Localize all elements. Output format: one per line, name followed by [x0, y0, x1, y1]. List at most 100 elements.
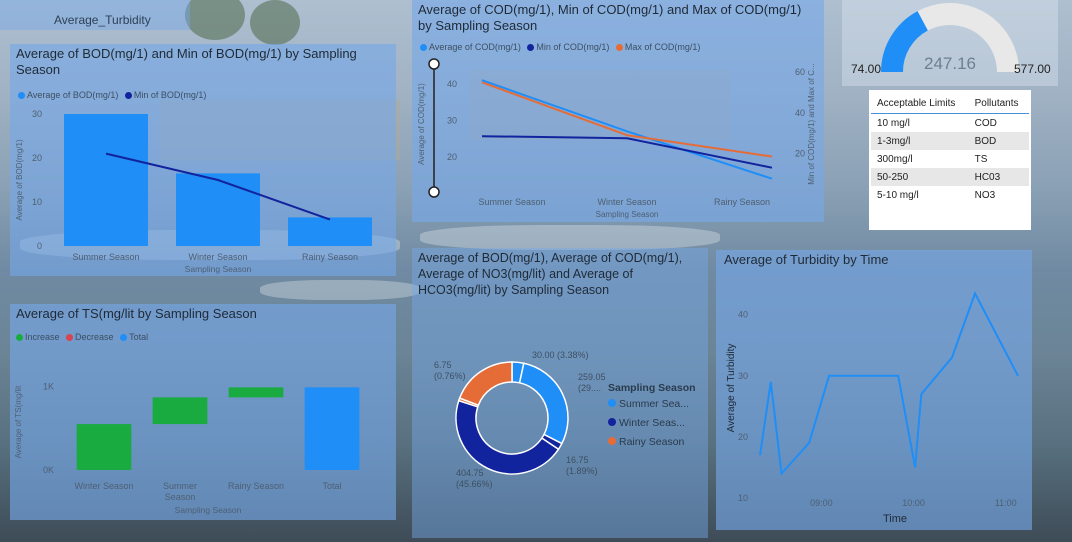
bod-chart-panel: Average of BOD(mg/1) and Min of BOD(mg/1… — [10, 44, 396, 276]
turb-y-axis-label: Average of Turbidity — [726, 344, 737, 433]
turb-y-tick-20: 20 — [738, 432, 748, 442]
limit-value-cell: 5-10 mg/l — [877, 189, 919, 201]
zoom-slider-bottom-handle[interactable] — [428, 186, 440, 198]
ts-x-axis-label: Sampling Season — [175, 505, 242, 515]
donut-legend-winter: Winter Seas... — [608, 417, 696, 429]
donut-legend-rainy-label: Rainy Season — [619, 436, 685, 448]
cod-line-max-of-cod-mg-1 — [481, 81, 773, 158]
limits-header: Acceptable Limits — [871, 94, 969, 114]
bod-legend: Average of BOD(mg/1) Min of BOD(mg/1) — [14, 90, 206, 100]
donut-legend: Sampling Season Summer Sea... Winter Sea… — [608, 382, 696, 448]
cod-y2-axis-label: Min of COD(mg/1) and Max of C... — [807, 63, 816, 184]
ts-x-tick-season: Season — [165, 492, 196, 502]
ts-legend-total: Total — [129, 332, 149, 342]
ts-x-tick-summer: Summer — [163, 481, 197, 491]
bod-chart-title: Average of BOD(mg/1) and Min of BOD(mg/1… — [16, 46, 357, 77]
pollutant-cell: TS — [974, 153, 988, 165]
cod-y2-tick-20: 20 — [795, 148, 805, 158]
donut-slice-1 — [518, 362, 569, 445]
cod-y2-tick-60: 60 — [795, 67, 805, 77]
donut-label-pct-1: (29.... — [578, 383, 601, 393]
cod-y-tick-30: 30 — [447, 115, 457, 125]
gauge-max: 577.00 — [1014, 62, 1051, 76]
cod-x-axis-label: Sampling Season — [596, 210, 659, 219]
donut-label-0: 30.00 (3.38%) — [532, 350, 589, 360]
cod-y-axis-label: Average of COD(mg/1) — [417, 83, 426, 165]
turb-y-tick-30: 30 — [738, 371, 748, 381]
donut-label-pct-3: (45.66%) — [456, 479, 493, 489]
donut-label-2: 16.75 — [566, 455, 589, 465]
cod-chart-title: Average of COD(mg/1), Min of COD(mg/1) a… — [418, 2, 802, 33]
ts-bar-winter-season — [76, 424, 132, 470]
cod-chart-panel: Average of COD(mg/1), Min of COD(mg/1) a… — [412, 0, 824, 222]
pollutants-header: Pollutants — [968, 94, 1029, 114]
bod-y-tick-20: 20 — [32, 153, 42, 163]
bod-x-axis-label: Sampling Season — [185, 264, 252, 274]
cod-legend-min: Min of COD(mg/1) — [536, 42, 610, 52]
ts-legend-decrease: Decrease — [75, 332, 114, 342]
bod-y-tick-30: 30 — [32, 109, 42, 119]
turb-x-axis-label: Time — [883, 513, 907, 525]
limits-row: 50-250 HC03 — [871, 168, 1029, 186]
ts-legend: Increase Decrease Total — [12, 332, 148, 342]
turb-y-tick-10: 10 — [738, 493, 748, 503]
cod-legend: Average of COD(mg/1) Min of COD(mg/1) Ma… — [416, 42, 700, 52]
donut-legend-title: Sampling Season — [608, 382, 696, 394]
limits-row: 5-10 mg/l NO3 — [871, 186, 1029, 204]
donut-legend-winter-label: Winter Seas... — [619, 417, 685, 429]
bod-chart-plot: 0 10 20 30 Summer Season Winter Season Rainy S… — [15, 109, 372, 274]
gauge-panel: 247.16 74.00 577.00 — [842, 0, 1058, 86]
donut-label-4: 6.75 — [434, 360, 452, 370]
donut-label-1: 259.05 — [578, 372, 606, 382]
ts-y-axis-label: Average of TS(mg/lit — [14, 385, 23, 458]
donut-chart-plot: 30.00 (3.38%) 259.05(29.... 16.75(1.89%) 40… — [434, 350, 606, 489]
ts-legend-increase: Increase — [25, 332, 60, 342]
donut-label-3: 404.75 — [456, 468, 484, 478]
turbidity-chart-panel: Average of Turbidity by Time 10 20 30 40 09:… — [716, 250, 1032, 530]
bod-x-tick-summer-season: Summer Season — [72, 252, 139, 262]
cod-chart-plot: 20 30 40 20 40 60 Summer Season Winter Season Ra… — [417, 58, 816, 219]
pollutant-cell: COD — [974, 117, 997, 129]
donut-label-pct-4: (0.76%) — [434, 371, 466, 381]
bod-legend-min: Min of BOD(mg/1) — [133, 90, 207, 100]
ts-chart-panel: Average of TS(mg/lit by Sampling Season … — [10, 304, 396, 520]
cod-y2-tick-40: 40 — [795, 108, 805, 118]
ts-x-tick-total: Total — [322, 481, 341, 491]
cod-x-tick-rainy-season: Rainy Season — [714, 197, 770, 207]
gauge-fill — [881, 11, 929, 73]
ts-bar-summer-season — [152, 397, 208, 425]
turb-x-tick-11-00: 11:00 — [995, 498, 1017, 508]
turb-x-tick-10-00: 10:00 — [902, 498, 925, 508]
donut-label-pct-2: (1.89%) — [566, 466, 598, 476]
acceptable-limits-table: Acceptable Limits Pollutants 10 mg/l COD 1… — [869, 90, 1031, 230]
turbidity-chart-title: Average of Turbidity by Time — [724, 252, 889, 267]
bod-legend-avg: Average of BOD(mg/1) — [27, 90, 119, 100]
bod-bar-rainy-season — [288, 217, 372, 246]
ts-y-tick-0k: 0K — [43, 465, 54, 475]
bod-min-line — [105, 152, 331, 221]
ts-bar-rainy-season — [228, 387, 284, 398]
donut-legend-rainy: Rainy Season — [608, 436, 696, 448]
bod-y-tick-10: 10 — [32, 197, 42, 207]
cod-y-tick-40: 40 — [447, 79, 457, 89]
limit-value-cell: 10 mg/l — [877, 117, 910, 129]
donut-legend-summer: Summer Sea... — [608, 398, 696, 410]
donut-chart-title: Average of BOD(mg/1), Average of COD(mg/… — [418, 251, 683, 297]
turb-y-tick-40: 40 — [738, 310, 748, 320]
turbidity-line — [759, 290, 1019, 476]
bod-y-axis-label: Average of BOD(mg/1) — [15, 139, 24, 221]
turbidity-chart-plot: 10 20 30 40 09:00 10:00 11:00 Time Average of Tu… — [726, 290, 1019, 525]
pollutant-cell: HC03 — [968, 168, 1029, 186]
cod-legend-avg: Average of COD(mg/1) — [429, 42, 521, 52]
donut-chart-panel: Average of BOD(mg/1), Average of COD(mg/… — [412, 248, 708, 538]
donut-slice-3 — [455, 399, 560, 475]
bod-y-tick-0: 0 — [37, 241, 42, 251]
zoom-slider-top-handle[interactable] — [428, 58, 440, 70]
pollutant-cell: BOD — [968, 132, 1029, 150]
ts-x-tick-rainy-season: Rainy Season — [228, 481, 284, 491]
ts-y-tick-1k: 1K — [43, 382, 54, 392]
bod-bar-summer-season — [64, 114, 148, 246]
cod-x-tick-summer-season: Summer Season — [478, 197, 545, 207]
bod-x-tick-rainy-season: Rainy Season — [302, 252, 358, 262]
